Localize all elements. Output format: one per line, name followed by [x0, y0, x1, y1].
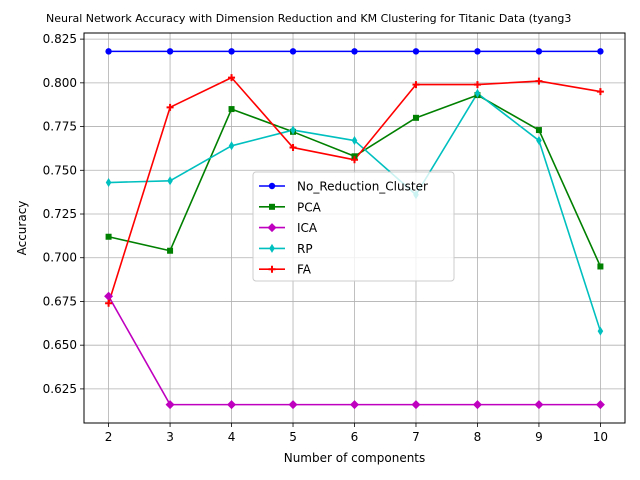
legend-label: ICA [297, 221, 318, 235]
data-point-ica [534, 400, 544, 410]
data-point-fa [535, 77, 543, 85]
data-point-pca [105, 233, 112, 240]
data-point-ica [595, 400, 605, 410]
x-tick-label: 9 [535, 430, 543, 444]
data-point-pca [535, 127, 542, 134]
data-point-ica [472, 400, 482, 410]
legend-marker [267, 223, 277, 233]
data-point-no-reduction-cluster [474, 48, 481, 55]
legend-label: FA [297, 263, 312, 277]
data-point-fa [412, 81, 420, 89]
data-point-no-reduction-cluster [105, 48, 112, 55]
x-tick-label: 4 [228, 430, 236, 444]
data-point-fa [351, 156, 358, 164]
y-tick-label: 0.650 [43, 338, 77, 352]
legend-marker [269, 203, 275, 210]
legend: No_Reduction_Cluster PCA ICA RP FA [252, 171, 455, 282]
data-point-rp [290, 125, 296, 135]
x-tick-label: 3 [166, 430, 174, 444]
data-point-rp [597, 326, 604, 336]
data-point-no-reduction-cluster [412, 48, 420, 55]
legend-marker [269, 243, 275, 253]
x-tick-label: 5 [289, 430, 297, 444]
data-point-ica [411, 400, 421, 410]
data-point-rp [351, 136, 358, 146]
legend-box [252, 171, 455, 282]
data-point-rp [536, 136, 542, 146]
x-tick-label: 6 [351, 430, 359, 444]
x-axis-label: Number of components [284, 451, 426, 465]
data-point-no-reduction-cluster [351, 48, 358, 55]
x-tick-label: 10 [593, 430, 608, 444]
plot-frame [83, 32, 626, 424]
chart-title: Neural Network Accuracy with Dimension R… [46, 12, 571, 25]
data-point-rp [167, 176, 173, 186]
y-tick-label: 0.675 [43, 294, 77, 308]
data-point-ica [165, 400, 175, 410]
x-tick-label: 7 [412, 430, 420, 444]
data-point-no-reduction-cluster [289, 48, 297, 55]
data-point-rp [105, 178, 112, 188]
data-point-no-reduction-cluster [597, 48, 604, 55]
y-tick-label: 0.700 [43, 251, 77, 265]
legend-label: RP [297, 242, 313, 256]
legend-marker [268, 182, 276, 190]
data-point-fa [289, 144, 297, 152]
y-tick-label: 0.625 [43, 382, 77, 396]
data-point-fa [473, 81, 481, 89]
data-point-pca [167, 247, 174, 254]
data-point-fa [228, 74, 236, 82]
y-axis-label: Accuracy [15, 201, 29, 256]
data-point-no-reduction-cluster [166, 48, 174, 55]
x-tick-label: 8 [474, 430, 482, 444]
x-tick-label: 2 [105, 430, 113, 444]
data-point-fa [105, 299, 113, 307]
legend-label: PCA [297, 200, 322, 214]
legend-label: No_Reduction_Cluster [297, 180, 428, 194]
legend-marker [268, 265, 276, 273]
data-point-fa [166, 103, 174, 111]
data-point-ica [288, 400, 298, 410]
data-point-fa [596, 88, 604, 96]
data-point-ica [350, 400, 359, 410]
y-tick-label: 0.775 [43, 120, 77, 134]
data-point-no-reduction-cluster [535, 48, 543, 55]
y-tick-label: 0.825 [43, 32, 77, 46]
y-tick-label: 0.800 [43, 76, 77, 90]
data-point-rp [228, 141, 235, 151]
data-point-no-reduction-cluster [228, 48, 235, 55]
data-point-rp [474, 88, 481, 98]
data-point-pca [228, 106, 235, 113]
data-point-ica [104, 291, 114, 301]
data-point-pca [597, 263, 604, 270]
data-point-pca [412, 114, 419, 121]
data-point-ica [227, 400, 237, 410]
y-tick-label: 0.750 [43, 163, 77, 177]
y-tick-label: 0.725 [43, 207, 77, 221]
series-markers [104, 48, 605, 410]
axis-ticks: 2 3 4 5 6 7 8 9 10 0.625 0.650 0.675 0.700 0.725 0.750… [43, 32, 608, 444]
